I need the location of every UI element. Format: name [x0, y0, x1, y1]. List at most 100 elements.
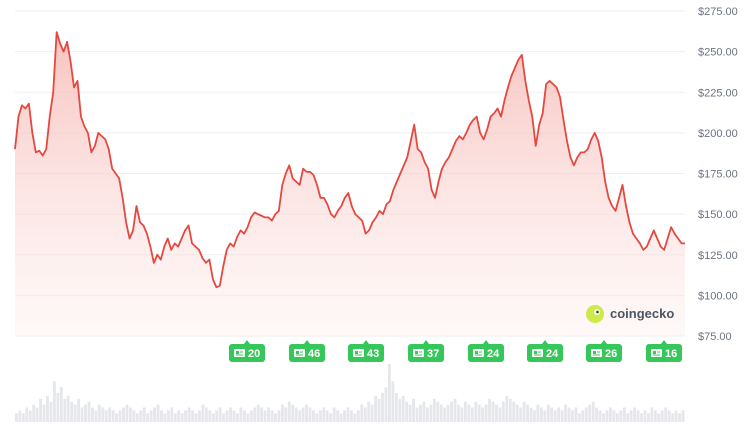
newspaper-icon: [413, 349, 424, 357]
volume-bar: [108, 407, 112, 422]
badge-pointer: [363, 340, 369, 344]
badge-background[interactable]: [229, 344, 265, 362]
volume-bar: [360, 404, 364, 422]
volume-bar: [277, 410, 281, 422]
newspaper-icon: [532, 349, 543, 357]
volume-bar: [90, 407, 94, 422]
volume-bar: [208, 410, 212, 422]
y-tick-label: $150.00: [698, 209, 738, 221]
volume-bar: [567, 407, 571, 422]
badge-count: 20: [248, 348, 260, 360]
volume-bar: [191, 410, 194, 422]
news-badge[interactable]: 24: [468, 340, 504, 362]
volume-bar: [484, 404, 488, 422]
volume-bar: [184, 410, 188, 422]
y-tick-label: $200.00: [698, 128, 738, 140]
volume-bar: [128, 407, 132, 422]
volume-bar: [229, 407, 232, 422]
volume-bar: [577, 413, 581, 422]
news-badge[interactable]: 20: [229, 340, 265, 362]
volume-bar: [52, 381, 56, 422]
volume-bar: [550, 407, 554, 422]
coingecko-logo-pupil: [596, 310, 599, 314]
volume-bar: [477, 404, 481, 422]
volume-bar: [42, 404, 46, 422]
badge-pointer: [423, 340, 429, 344]
volume-bar: [35, 407, 39, 422]
badge-background[interactable]: [289, 344, 325, 362]
volume-bar: [412, 398, 416, 422]
volume-bar: [56, 393, 60, 422]
badge-pointer: [661, 340, 667, 344]
news-badge[interactable]: 24: [527, 340, 563, 362]
volume-bar: [294, 407, 298, 422]
volume-bar: [59, 387, 63, 422]
news-badge[interactable]: 26: [586, 340, 622, 362]
badge-background[interactable]: [348, 344, 384, 362]
news-badge[interactable]: 46: [289, 340, 325, 362]
badge-background[interactable]: [586, 344, 622, 362]
volume-bar: [633, 407, 637, 422]
volume-bar: [574, 407, 578, 422]
price-area: [15, 32, 685, 336]
badge-count: 24: [487, 348, 500, 360]
news-badge[interactable]: 43: [348, 340, 384, 362]
volume-bar: [336, 410, 340, 422]
volume-bar: [173, 413, 177, 422]
badge-count: 46: [308, 348, 320, 360]
volume-bar: [356, 410, 360, 422]
badge-background[interactable]: [408, 344, 444, 362]
badge-background[interactable]: [527, 344, 563, 362]
volume-bar: [225, 410, 229, 422]
volume-bar: [536, 404, 540, 422]
volume-bar: [522, 401, 526, 422]
volume-bar: [39, 398, 43, 422]
volume-bar: [318, 410, 322, 422]
volume-bar: [377, 398, 381, 422]
volume-bar: [94, 410, 98, 422]
volume-bar: [80, 407, 84, 422]
coingecko-watermark: coingecko: [586, 305, 674, 323]
news-badge[interactable]: 16: [646, 340, 682, 362]
volume-bar: [533, 410, 536, 422]
volume-bar: [25, 407, 29, 422]
volume-bar: [619, 410, 623, 422]
badge-count: 37: [427, 348, 439, 360]
volume-bar: [260, 407, 264, 422]
y-tick-label: $100.00: [698, 290, 738, 302]
volume-bar: [166, 410, 170, 422]
volume-bar: [367, 401, 371, 422]
volume-bar: [387, 364, 391, 422]
badge-pointer: [483, 340, 489, 344]
volume-bar: [602, 413, 605, 422]
volume-bar: [526, 404, 529, 422]
volume-bar: [609, 407, 612, 422]
volume-bar: [439, 404, 443, 422]
volume-bar: [553, 410, 557, 422]
volume-bar: [160, 410, 163, 422]
volume-bar: [132, 410, 136, 422]
volume-bar: [135, 413, 139, 422]
newspaper-icon: [591, 349, 602, 357]
newspaper-icon: [651, 349, 662, 357]
volume-bar: [436, 401, 440, 422]
newspaper-icon: [234, 349, 245, 357]
news-badge[interactable]: 37: [408, 340, 444, 362]
volume-bar: [671, 413, 675, 422]
price-series-line: [14, 31, 685, 289]
volume-bar: [125, 404, 129, 422]
volume-bar: [512, 401, 516, 422]
volume-bar: [346, 407, 350, 422]
volume-bar: [253, 407, 257, 422]
volume-bar: [612, 410, 616, 422]
badge-background[interactable]: [468, 344, 504, 362]
badge-count: 24: [546, 348, 559, 360]
volume-bar: [529, 407, 533, 422]
volume-bar: [142, 407, 146, 422]
volume-bar: [467, 404, 471, 422]
volume-bar: [270, 410, 274, 422]
news-badges[interactable]: 20 46 43 37 24 24 26 16: [229, 340, 682, 362]
volume-bar: [350, 410, 353, 422]
badge-background[interactable]: [646, 344, 682, 362]
